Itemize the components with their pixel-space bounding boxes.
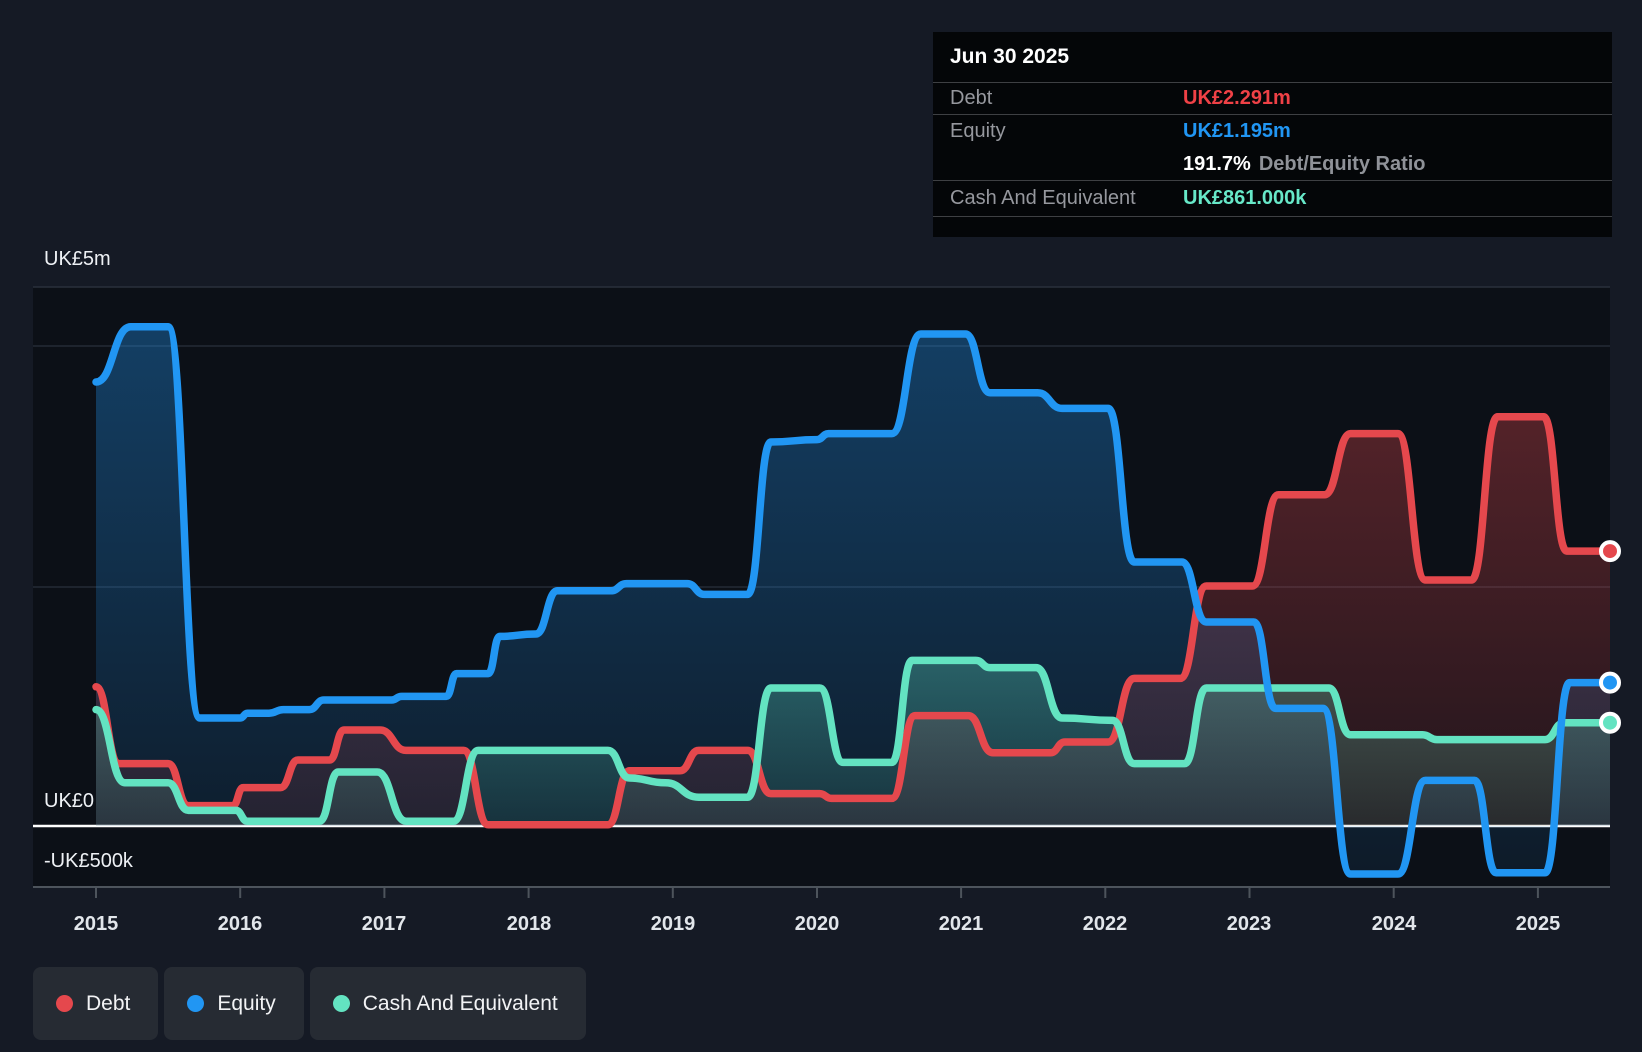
x-label-2018: 2018 [507, 913, 552, 935]
x-axis-labels: 2015 2016 2017 2018 2019 2020 2021 2022 … [74, 913, 1561, 935]
tooltip-row-debt: Debt UK£2.291m [933, 83, 1612, 115]
x-label-2022: 2022 [1083, 913, 1128, 935]
equity-line [92, 323, 1610, 878]
cash-line [92, 656, 1610, 825]
tooltip-equity-label: Equity [950, 120, 1006, 142]
legend-item-equity[interactable]: Equity [164, 967, 304, 1040]
x-label-2023: 2023 [1227, 913, 1272, 935]
series-end-markers [1599, 540, 1621, 734]
chart-tooltip: Jun 30 2025 Debt UK£2.291m Equity UK£1.1… [933, 32, 1612, 237]
legend-debt-label: Debt [86, 991, 131, 1015]
legend-cash-label: Cash And Equivalent [362, 991, 558, 1015]
tooltip-debt-value: UK£2.291m [1183, 87, 1291, 109]
tooltip-cash-value: UK£861.000k [1183, 187, 1307, 209]
tooltip-row-cash: Cash And Equivalent UK£861.000k [933, 181, 1612, 217]
legend-item-cash[interactable]: Cash And Equivalent [309, 967, 586, 1040]
cash-dot-icon [332, 995, 350, 1012]
debt-line [92, 413, 1610, 829]
chart-legend: Debt Equity Cash And Equivalent [33, 967, 586, 1040]
x-axis-ticks [95, 888, 1539, 898]
legend-item-debt[interactable]: Debt [33, 967, 159, 1040]
tooltip-row-ratio: 191.7% Debt/Equity Ratio [933, 148, 1612, 181]
x-label-2015: 2015 [74, 913, 119, 935]
tooltip-date: Jun 30 2025 [933, 32, 1612, 83]
debt-dot-icon [56, 995, 73, 1012]
x-label-2020: 2020 [795, 913, 840, 935]
y-label-neg500k: -UK£500k [44, 850, 134, 872]
equity-end-marker [1599, 671, 1621, 694]
tooltip-ratio-value: 191.7% [1183, 152, 1251, 175]
tooltip-debt-label: Debt [950, 87, 993, 109]
equity-dot-icon [187, 995, 205, 1012]
x-label-2019: 2019 [651, 913, 696, 935]
tooltip-cash-label: Cash And Equivalent [950, 187, 1136, 209]
y-axis-labels: UK£5m UK£0 -UK£500k [44, 248, 134, 872]
x-label-2017: 2017 [362, 913, 407, 935]
tooltip-ratio-label: Debt/Equity Ratio [1258, 152, 1426, 175]
cash-end-marker [1599, 711, 1621, 734]
y-label-5m: UK£5m [44, 248, 111, 270]
x-label-2016: 2016 [218, 913, 263, 935]
tooltip-row-equity: Equity UK£1.195m [933, 115, 1612, 148]
y-label-0: UK£0 [44, 790, 94, 812]
tooltip-equity-value: UK£1.195m [1183, 120, 1291, 142]
x-label-2024: 2024 [1372, 913, 1417, 935]
legend-equity-label: Equity [217, 991, 276, 1015]
series-layer [92, 323, 1610, 878]
x-label-2021: 2021 [939, 913, 984, 935]
debt-end-marker [1599, 540, 1621, 563]
x-label-2025: 2025 [1516, 913, 1561, 935]
